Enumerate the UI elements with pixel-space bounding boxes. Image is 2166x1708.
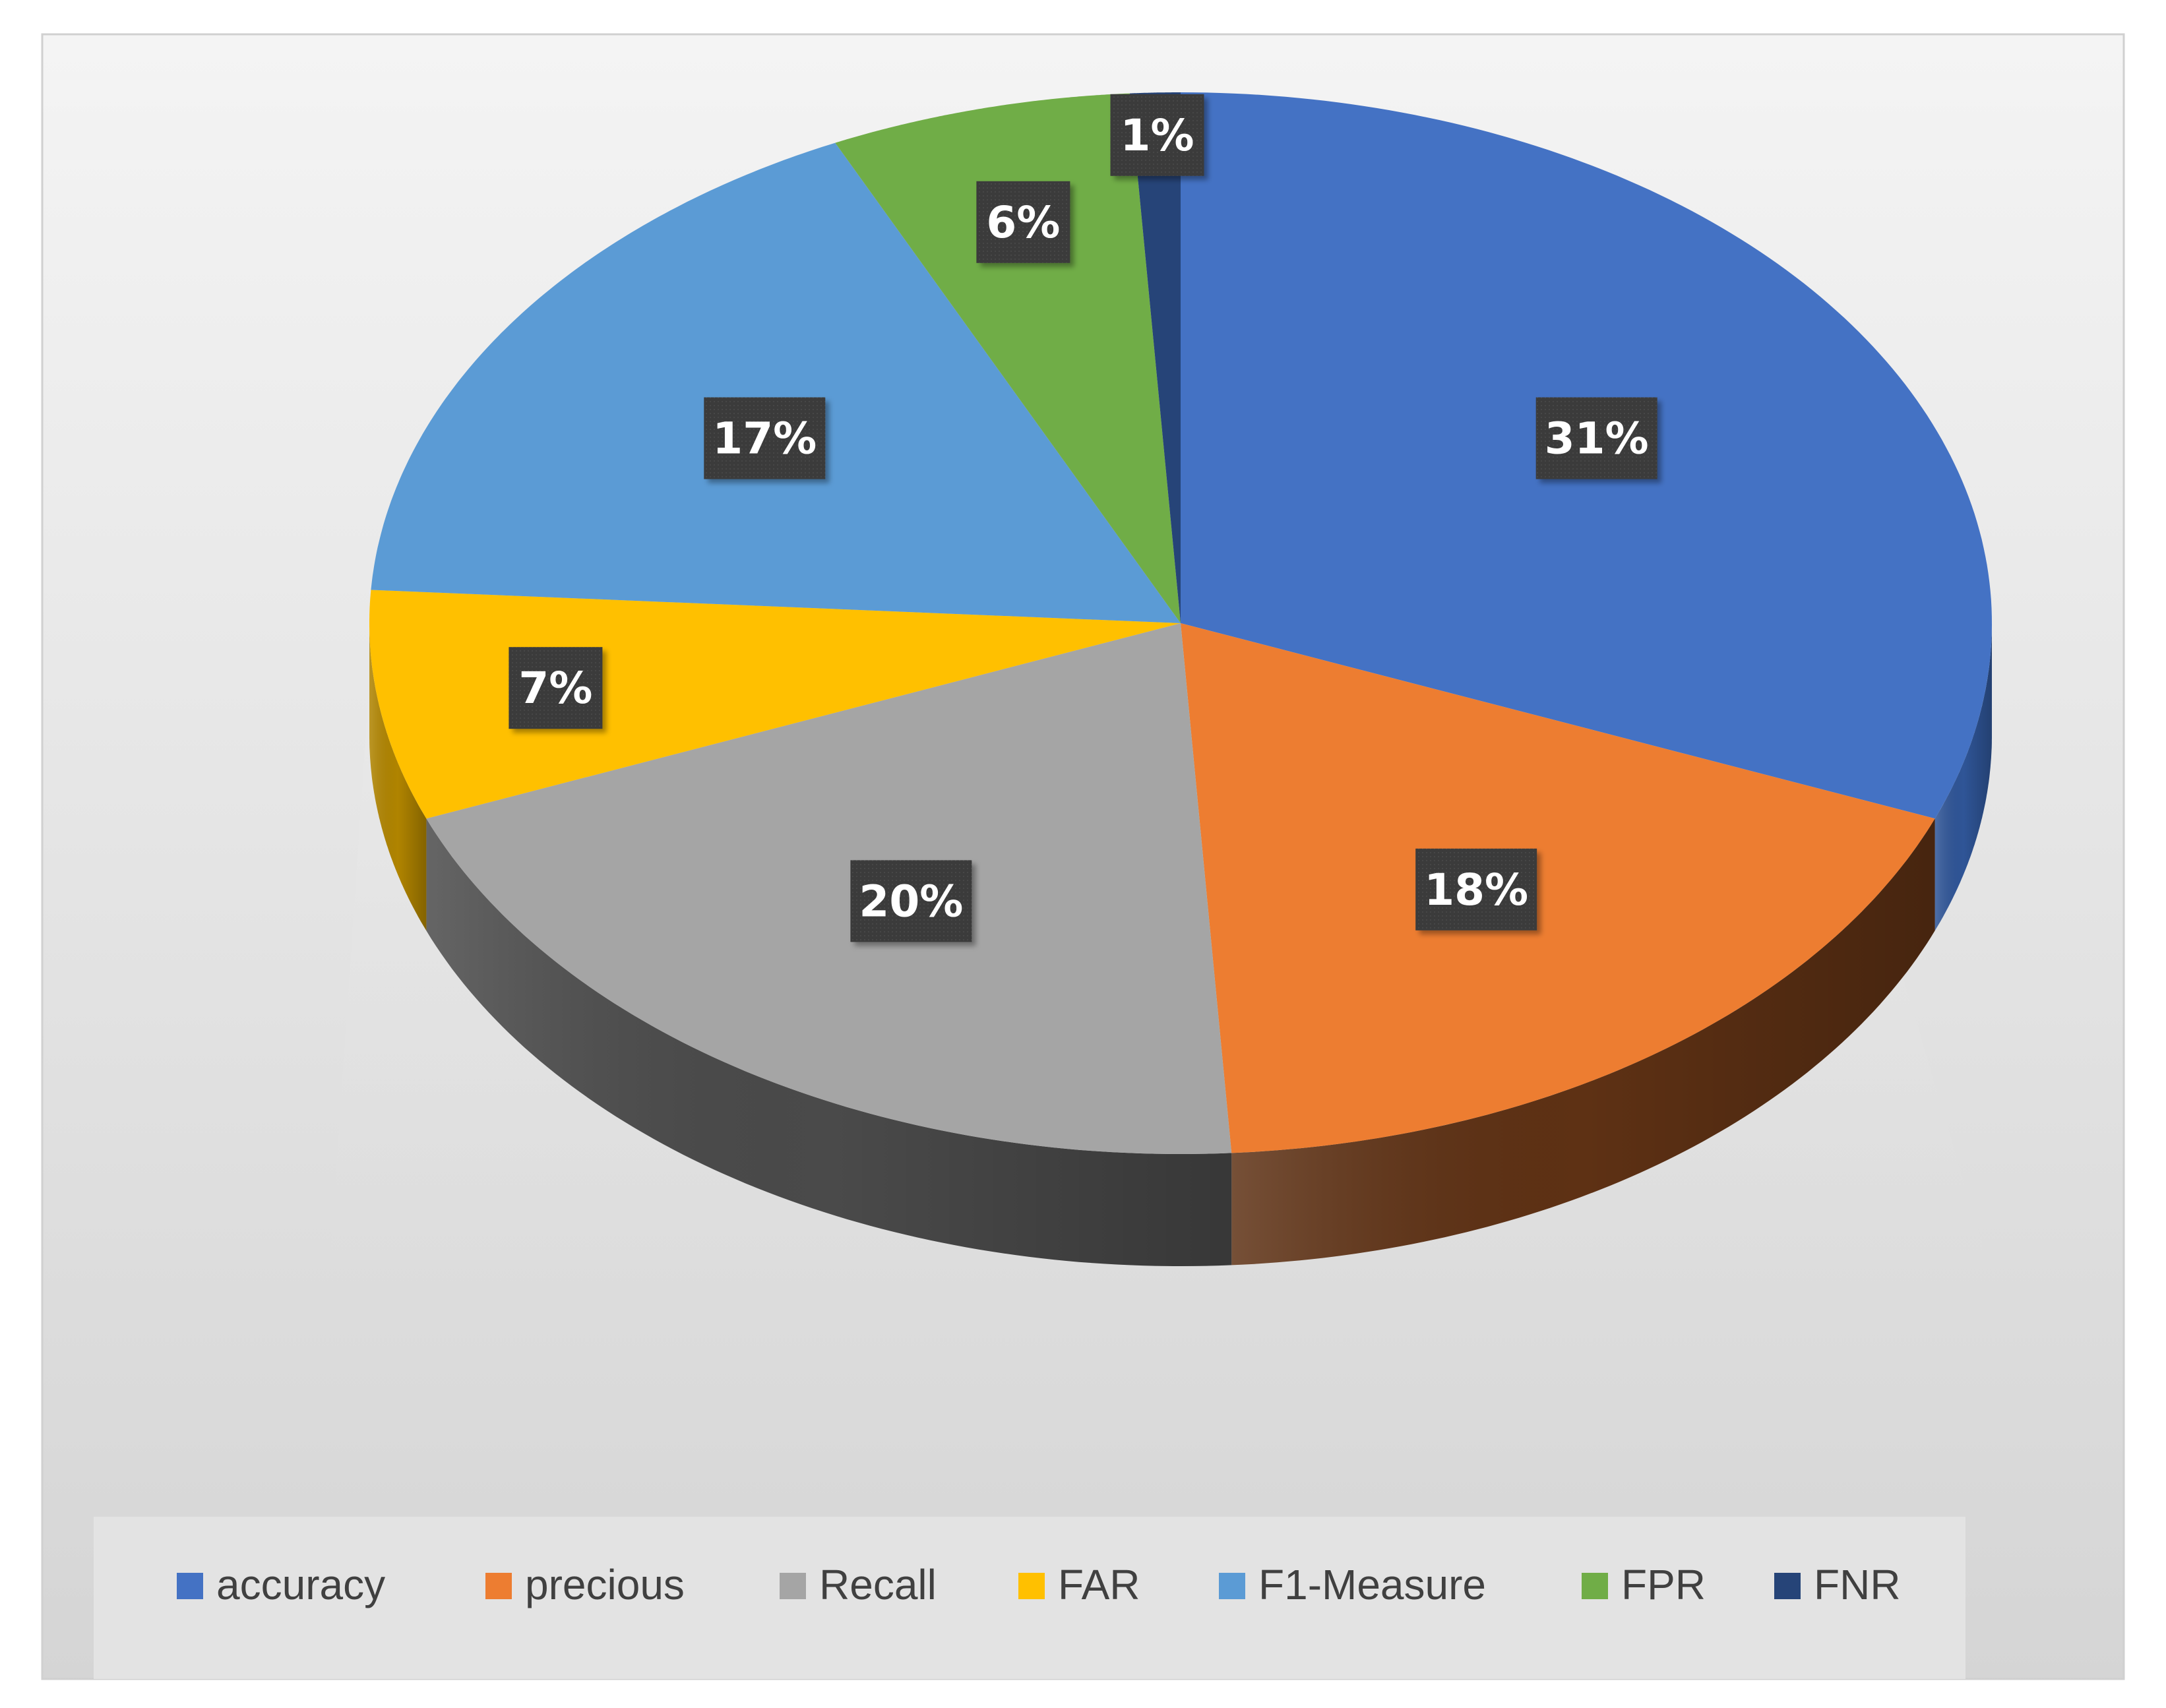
legend: accuracy precious Recall FAR F1-Measure FPR FN…	[177, 1561, 1901, 1608]
legend-item-f1-measure: F1-Measure	[1219, 1561, 1486, 1608]
pie-side-shade	[1231, 818, 1935, 1266]
legend-item-recall: Recall	[780, 1561, 937, 1608]
data-label-text: 17%	[712, 413, 817, 464]
data-label-text: 31%	[1545, 413, 1649, 464]
legend-label: FNR	[1814, 1561, 1901, 1608]
data-label-recall: 20%	[850, 860, 972, 942]
pie-labels: 31% 18% 20% 7% 17% 6% 1%	[509, 94, 1657, 942]
data-label-text: 1%	[1120, 110, 1194, 161]
legend-label: accuracy	[216, 1561, 385, 1608]
pie-slice-f1-measure	[371, 142, 1181, 624]
legend-label: precious	[525, 1561, 685, 1608]
data-label-accuracy: 31%	[1535, 397, 1657, 479]
data-label-box	[509, 647, 603, 729]
data-label-box	[850, 860, 972, 942]
data-label-box	[1110, 94, 1204, 176]
data-label-precious: 18%	[1415, 848, 1537, 930]
pie-slice-fpr	[835, 93, 1181, 624]
pie-slice-fnr	[1129, 92, 1181, 623]
legend-swatch	[1582, 1573, 1608, 1599]
data-label-text: 18%	[1424, 865, 1528, 915]
data-label-box	[1415, 848, 1537, 930]
data-label-text: 20%	[859, 876, 963, 927]
data-label-text: 6%	[986, 197, 1060, 248]
legend-item-fnr: FNR	[1774, 1561, 1901, 1608]
legend-swatch	[1774, 1573, 1801, 1599]
legend-label: F1-Measure	[1258, 1561, 1486, 1608]
pie-side-shade	[369, 623, 427, 931]
data-label-fnr: 1%	[1110, 94, 1204, 176]
data-label-box	[1535, 397, 1657, 479]
legend-swatch	[485, 1573, 512, 1599]
legend-label: FAR	[1058, 1561, 1140, 1608]
pie-slice-recall	[426, 623, 1232, 1154]
data-label-fpr: 6%	[976, 181, 1070, 263]
data-label-text: 7%	[518, 663, 592, 714]
pie-side-shade	[426, 818, 1232, 1266]
data-label-f1-measure: 17%	[704, 397, 826, 479]
legend-item-precious: precious	[485, 1561, 685, 1608]
pie-top	[369, 92, 1992, 1154]
legend-swatch	[1219, 1573, 1245, 1599]
data-label-far: 7%	[509, 647, 603, 729]
legend-swatch	[780, 1573, 806, 1599]
pie-side-shade	[1934, 623, 1992, 931]
legend-item-fpr: FPR	[1582, 1561, 1706, 1608]
legend-label: FPR	[1621, 1561, 1706, 1608]
legend-swatch	[1018, 1573, 1045, 1599]
legend-swatch	[177, 1573, 203, 1599]
data-label-box	[976, 181, 1070, 263]
legend-label: Recall	[819, 1561, 937, 1608]
legend-item-accuracy: accuracy	[177, 1561, 385, 1608]
pie-slice-precious	[1181, 623, 1935, 1153]
data-label-box	[704, 397, 826, 479]
legend-item-far: FAR	[1018, 1561, 1140, 1608]
pie-sides	[369, 623, 1992, 1266]
